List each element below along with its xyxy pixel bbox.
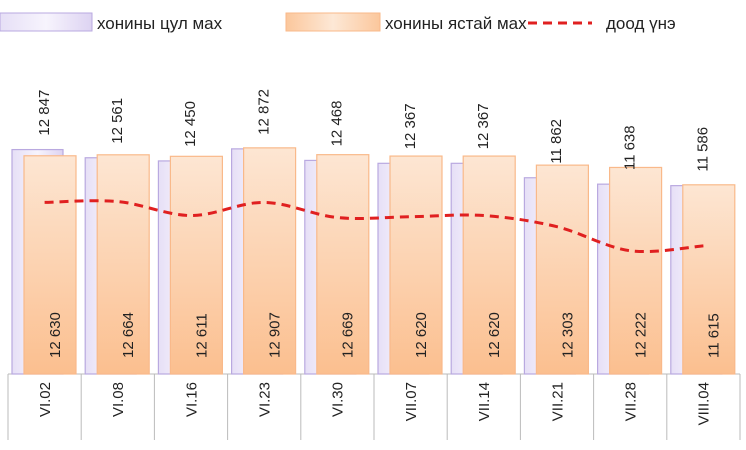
bar <box>243 147 297 375</box>
x-tick-label: VI.30 <box>330 382 347 417</box>
x-tick-label: VII.07 <box>403 382 420 421</box>
bar <box>316 154 370 375</box>
data-label: 12 907 <box>266 312 283 358</box>
bar <box>682 184 736 375</box>
line <box>44 199 704 254</box>
data-label: 12 450 <box>182 101 199 147</box>
bar <box>535 164 590 375</box>
data-label: 11 586 <box>695 127 712 172</box>
legend-swatch <box>285 12 381 32</box>
data-label: 11 638 <box>621 125 638 170</box>
bar <box>389 155 443 375</box>
data-label: 12 222 <box>632 312 649 358</box>
bar <box>462 155 516 375</box>
data-label: 11 862 <box>548 119 565 164</box>
data-label: 12 620 <box>413 312 430 358</box>
legend-swatch <box>0 12 93 32</box>
data-label: 12 468 <box>329 101 346 147</box>
data-label: 12 367 <box>475 103 492 149</box>
data-label: 12 669 <box>340 312 357 358</box>
data-label: 12 620 <box>486 312 503 358</box>
x-tick-label: VI.02 <box>37 382 54 417</box>
x-tick-label: VI.08 <box>110 382 127 417</box>
x-tick-label: VII.28 <box>622 382 639 421</box>
data-label: 12 303 <box>559 312 576 358</box>
legend-label: хонины цул мах <box>97 14 223 33</box>
data-label: 12 664 <box>120 312 137 358</box>
legend-label: доод үнэ <box>606 14 676 33</box>
x-tick-label: VI.23 <box>256 382 273 417</box>
legend: хонины цул мах хонины ястай мах доод үнэ <box>0 12 676 33</box>
x-tick-label: VII.14 <box>476 382 493 421</box>
data-label: 11 615 <box>706 313 723 358</box>
legend-label: хонины ястай мах <box>385 14 527 33</box>
data-label: 12 561 <box>109 98 126 144</box>
data-label: 12 872 <box>255 89 272 135</box>
bar <box>96 154 150 375</box>
bar <box>23 155 77 375</box>
bar <box>608 166 663 375</box>
x-tick-label: VII.21 <box>549 382 566 421</box>
x-tick-label: VIII.04 <box>696 382 713 425</box>
x-tick-label: VI.16 <box>183 382 200 417</box>
data-label: 12 630 <box>47 312 64 358</box>
data-label: 12 367 <box>402 103 419 149</box>
data-label: 12 611 <box>193 313 210 358</box>
data-label: 12 847 <box>36 90 53 136</box>
bar <box>169 155 223 375</box>
